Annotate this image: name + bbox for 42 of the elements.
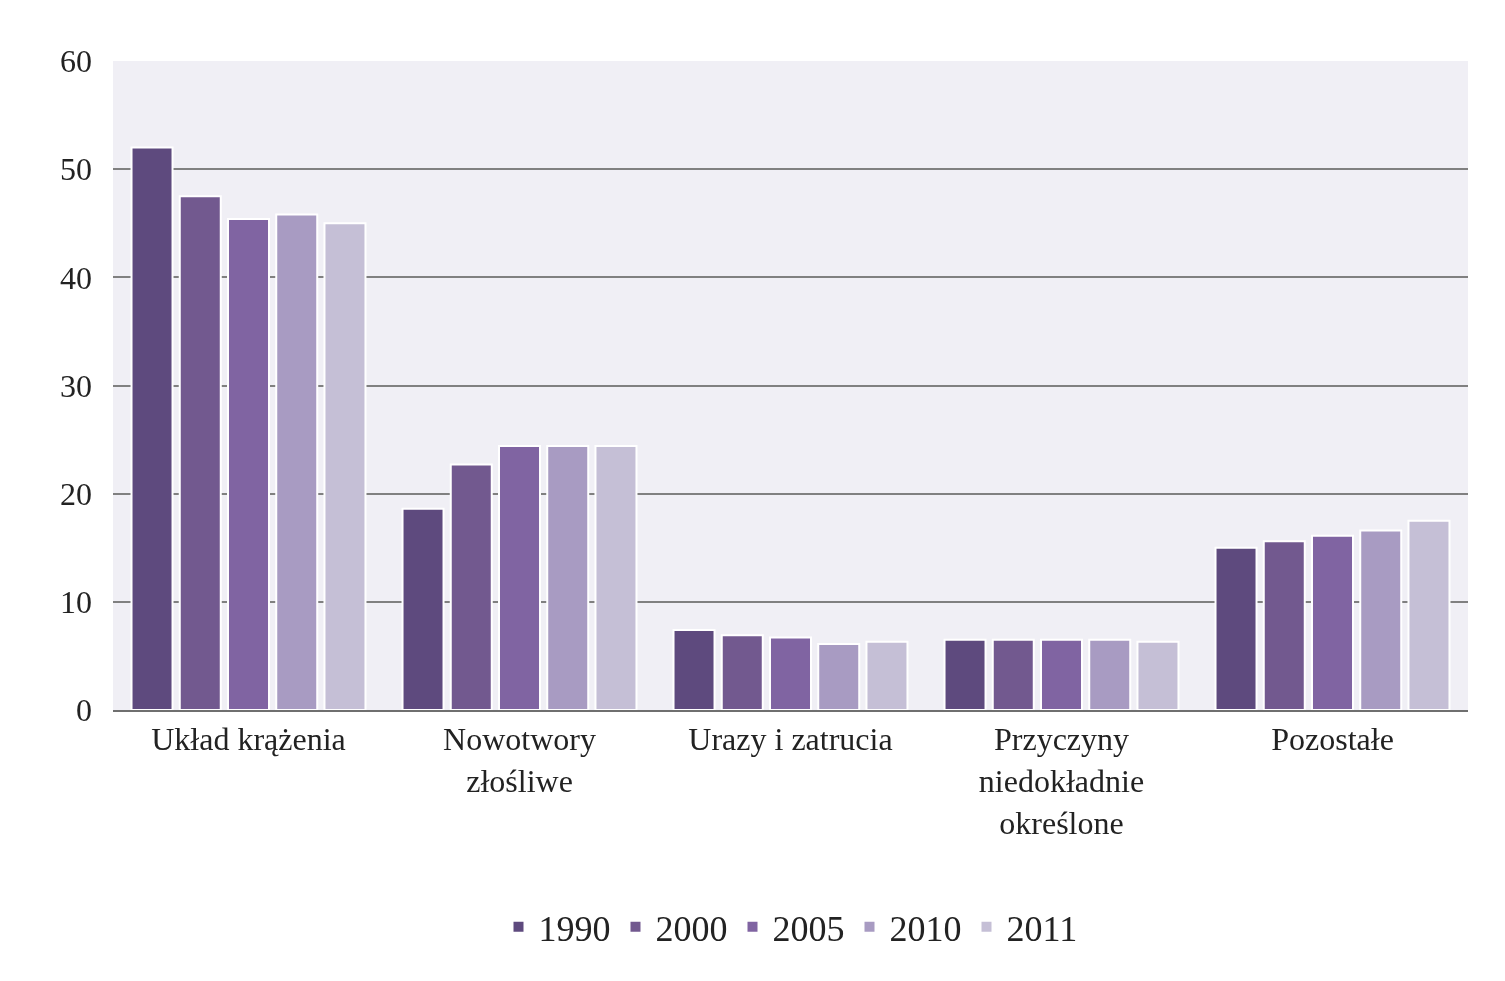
bar [1136,640,1180,710]
legend-label: 2005 [772,908,845,949]
y-tick-label: 30 [60,367,92,404]
bar [594,445,638,710]
bar [1311,534,1354,710]
bar [991,638,1035,710]
bar [720,634,764,710]
bar [769,636,812,710]
bar [1262,540,1306,710]
x-tick-label: Urazy i zatrucia [688,721,893,758]
bar [865,640,909,710]
bar [1407,519,1451,710]
bar [275,213,319,710]
legend-label: 2010 [889,908,962,949]
bar [1359,529,1403,710]
y-tick-label: 60 [60,43,92,80]
legend-label: 2011 [1006,908,1078,949]
x-tick-label: Przyczyny niedokładnie określone [978,721,1145,841]
bar [449,463,493,710]
bar [498,445,541,710]
bar [323,222,367,710]
y-tick-label: 40 [60,259,92,296]
bar [817,643,861,710]
x-tick-label: Nowotwory złośliwe [443,721,596,799]
bar [1088,638,1132,710]
bar [1040,638,1083,710]
bar [943,638,987,710]
bar [672,628,716,710]
y-tick-label: 0 [76,692,92,729]
bar [1214,546,1258,710]
y-tick-label: 20 [60,475,92,512]
y-tick-label: 50 [60,151,92,188]
y-tick-label: 10 [60,584,92,621]
x-tick-label: Układ krążenia [151,721,346,758]
bar [130,146,174,710]
legend-label: 1990 [538,908,611,949]
bar [227,217,270,710]
bar [178,195,222,710]
bar [546,445,590,710]
x-tick-label: Pozostałe [1271,721,1394,758]
legend-label: 2000 [655,908,728,949]
bar [401,507,445,710]
